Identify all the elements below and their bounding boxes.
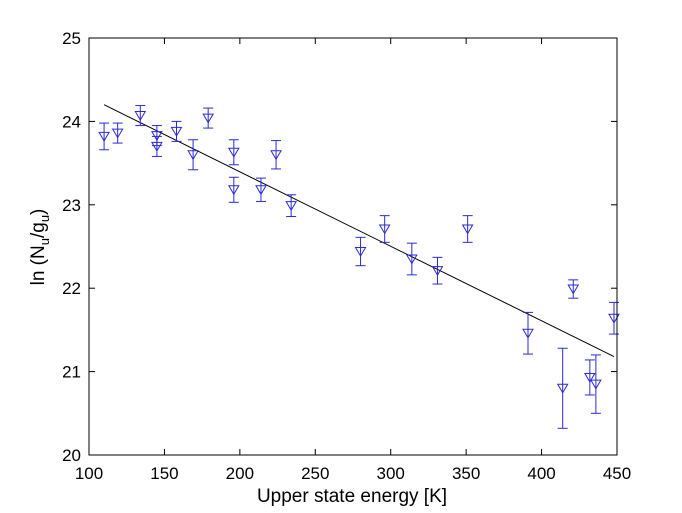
- fit-line: [103, 104, 615, 358]
- data-point: [556, 383, 569, 394]
- data-point: [151, 141, 163, 152]
- data-point: [285, 201, 298, 212]
- points-layer: [98, 105, 620, 429]
- data-point: [431, 266, 444, 277]
- plot-frame: [88, 37, 618, 456]
- y-label-prefix: ln (N: [28, 245, 49, 285]
- x-axis-label: Upper state energy [K]: [257, 486, 447, 507]
- x-tick-label: 300: [377, 464, 405, 483]
- data-point: [270, 150, 282, 161]
- x-tick-label: 150: [150, 464, 178, 483]
- y-tick-label: 22: [62, 279, 81, 298]
- y-label-sub1: u: [37, 238, 52, 245]
- fit-layer: [103, 104, 615, 358]
- y-tick-label: 25: [62, 29, 81, 48]
- x-tick-label: 250: [301, 464, 329, 483]
- y-axis-label: ln (Nu/gu): [28, 209, 52, 286]
- data-point: [255, 185, 267, 196]
- y-tick-label: 21: [62, 363, 81, 382]
- x-tick-label: 100: [75, 464, 103, 483]
- data-point: [227, 147, 240, 158]
- data-point: [378, 224, 391, 235]
- y-tick-label: 20: [62, 446, 81, 465]
- data-point: [461, 224, 474, 235]
- data-point: [567, 284, 580, 295]
- x-tick-label: 350: [452, 464, 480, 483]
- data-point: [608, 313, 620, 324]
- x-tick-label: 400: [527, 464, 555, 483]
- data-point: [227, 185, 240, 196]
- data-point: [202, 113, 215, 124]
- y-label-suffix: ): [28, 209, 49, 215]
- data-point: [111, 128, 124, 139]
- y-label-mid: /g: [28, 222, 49, 238]
- data-point: [583, 372, 596, 383]
- y-tick-label: 24: [62, 112, 81, 131]
- data-point: [590, 379, 602, 390]
- x-tick-label: 200: [226, 464, 254, 483]
- data-point: [405, 254, 418, 265]
- data-point: [134, 111, 147, 122]
- ticks-layer: 100 150 200 250 300 350 400 450 20 21 22 23 24 25: [62, 29, 631, 483]
- data-point: [170, 126, 183, 137]
- data-point: [98, 131, 110, 142]
- y-tick-label: 23: [62, 196, 81, 215]
- data-point: [354, 247, 367, 257]
- data-point: [522, 328, 534, 339]
- data-point: [151, 131, 163, 142]
- y-label-sub2: u: [37, 215, 52, 222]
- x-tick-label: 450: [603, 464, 631, 483]
- data-point: [187, 150, 199, 161]
